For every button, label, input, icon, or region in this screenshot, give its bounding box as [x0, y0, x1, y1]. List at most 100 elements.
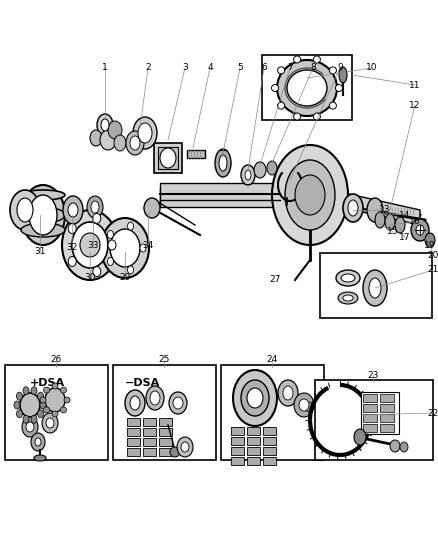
Text: +DSA: +DSA: [30, 378, 65, 388]
Text: 3: 3: [182, 63, 187, 72]
Ellipse shape: [23, 415, 29, 423]
Bar: [127, 418, 140, 426]
Text: 5: 5: [237, 63, 242, 72]
Ellipse shape: [10, 190, 40, 230]
Bar: [314, 380, 432, 460]
Ellipse shape: [31, 433, 45, 451]
Ellipse shape: [45, 388, 65, 412]
Ellipse shape: [31, 387, 37, 395]
Ellipse shape: [313, 113, 320, 120]
Ellipse shape: [284, 160, 334, 230]
Text: 7: 7: [286, 63, 292, 72]
Text: 1: 1: [102, 63, 108, 72]
Ellipse shape: [107, 257, 113, 265]
Ellipse shape: [424, 233, 434, 247]
Bar: [143, 438, 155, 446]
Bar: [247, 427, 259, 435]
Bar: [127, 448, 140, 456]
Ellipse shape: [92, 213, 101, 223]
Ellipse shape: [254, 162, 265, 178]
Ellipse shape: [335, 85, 342, 92]
Ellipse shape: [368, 278, 380, 298]
Ellipse shape: [40, 397, 46, 403]
Ellipse shape: [342, 194, 362, 222]
Text: 4: 4: [207, 63, 212, 72]
Ellipse shape: [60, 387, 66, 393]
Ellipse shape: [37, 410, 43, 418]
Bar: [262, 427, 276, 435]
Bar: [379, 394, 393, 402]
Ellipse shape: [62, 210, 118, 280]
Bar: [247, 437, 259, 445]
Ellipse shape: [40, 401, 46, 409]
Ellipse shape: [144, 198, 159, 218]
Bar: [230, 457, 244, 465]
Ellipse shape: [293, 113, 300, 120]
Bar: [319, 253, 431, 318]
Text: 30: 30: [84, 273, 95, 282]
Bar: [220, 365, 323, 460]
Text: 16: 16: [408, 217, 420, 227]
Ellipse shape: [394, 217, 404, 233]
Ellipse shape: [293, 393, 313, 417]
Text: 9: 9: [336, 63, 342, 72]
Ellipse shape: [21, 190, 65, 200]
Ellipse shape: [313, 56, 320, 63]
Text: 19: 19: [423, 240, 435, 249]
Ellipse shape: [64, 397, 70, 403]
Bar: [127, 438, 140, 446]
Ellipse shape: [272, 145, 347, 245]
Bar: [230, 427, 244, 435]
Bar: [379, 414, 393, 422]
Ellipse shape: [26, 422, 34, 432]
Ellipse shape: [293, 56, 300, 63]
Text: 24: 24: [266, 356, 277, 365]
Ellipse shape: [20, 393, 40, 417]
Ellipse shape: [276, 60, 336, 116]
Bar: [379, 404, 393, 412]
Ellipse shape: [266, 161, 276, 175]
Bar: [362, 394, 376, 402]
Ellipse shape: [138, 123, 152, 143]
Bar: [143, 448, 155, 456]
Bar: [362, 424, 376, 432]
Ellipse shape: [23, 387, 29, 395]
Ellipse shape: [374, 212, 384, 228]
Text: 13: 13: [378, 206, 390, 214]
Ellipse shape: [35, 438, 41, 446]
Text: 6: 6: [261, 63, 266, 72]
Ellipse shape: [159, 148, 176, 168]
Ellipse shape: [146, 386, 164, 410]
Bar: [113, 365, 215, 460]
Ellipse shape: [21, 185, 65, 245]
Ellipse shape: [362, 270, 386, 306]
Bar: [159, 188, 309, 203]
Text: 25: 25: [158, 356, 170, 365]
Ellipse shape: [247, 388, 262, 408]
Ellipse shape: [114, 135, 126, 151]
Ellipse shape: [337, 292, 357, 304]
Ellipse shape: [140, 244, 146, 252]
Bar: [230, 447, 244, 455]
Text: 15: 15: [386, 228, 398, 237]
Bar: [362, 404, 376, 412]
Ellipse shape: [87, 196, 103, 218]
Ellipse shape: [100, 130, 116, 150]
Ellipse shape: [180, 442, 189, 452]
Ellipse shape: [68, 203, 78, 217]
Text: 22: 22: [427, 408, 438, 417]
Ellipse shape: [68, 223, 76, 233]
Ellipse shape: [52, 383, 58, 389]
Ellipse shape: [133, 117, 157, 149]
Ellipse shape: [286, 70, 326, 106]
Ellipse shape: [177, 437, 193, 457]
Ellipse shape: [21, 223, 65, 237]
Ellipse shape: [410, 219, 428, 241]
Ellipse shape: [125, 390, 145, 416]
Ellipse shape: [233, 370, 276, 426]
Bar: [159, 438, 172, 446]
Ellipse shape: [169, 392, 187, 414]
Text: −DSA: −DSA: [125, 378, 160, 388]
Ellipse shape: [389, 440, 399, 452]
Bar: [230, 437, 244, 445]
